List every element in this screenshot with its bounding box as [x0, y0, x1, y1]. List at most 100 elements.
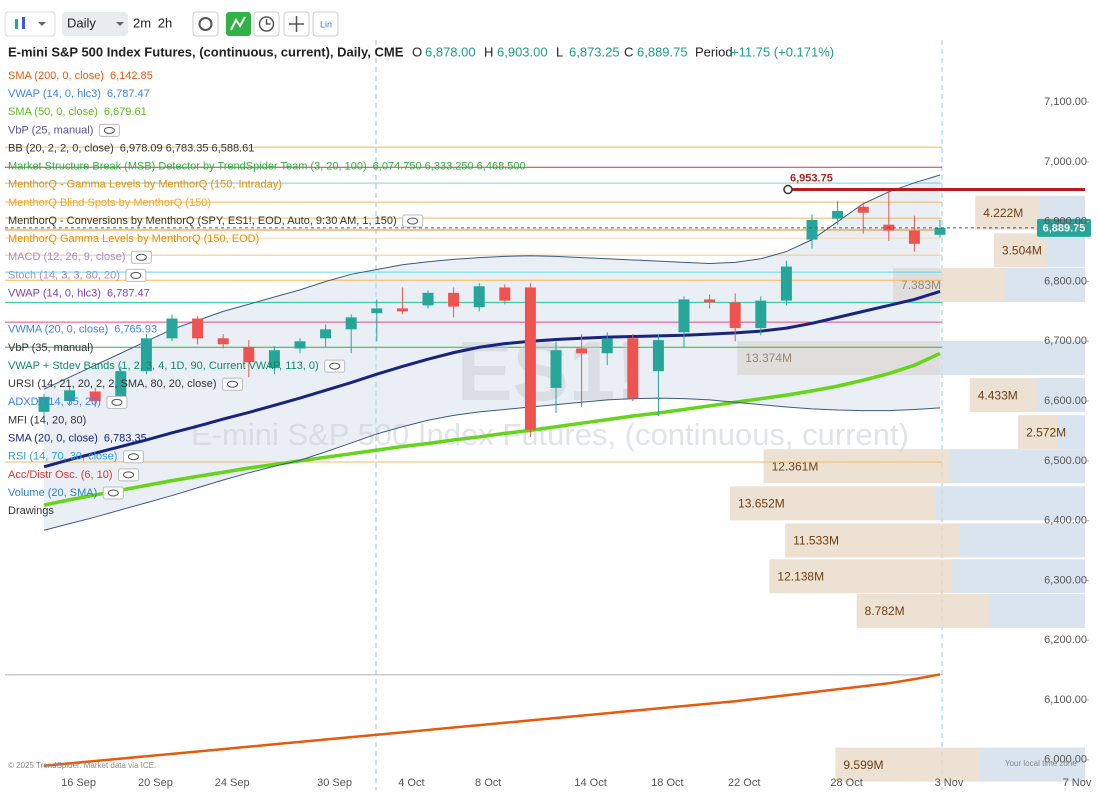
x-tick-label: 28 Oct [830, 777, 862, 789]
candle-body [729, 302, 741, 329]
profile-label: 12.138M [777, 569, 824, 583]
icon [107, 489, 119, 497]
legend-value: 6,765.93 [114, 324, 157, 336]
visibility-toggle[interactable] [324, 359, 346, 373]
visibility-toggle[interactable] [130, 250, 152, 264]
candle-body [857, 206, 869, 213]
legend-label: MenthorQ - Conversions by MenthorQ (SPY,… [8, 215, 397, 227]
candle-body [396, 308, 408, 312]
legend-label: Drawings [8, 505, 54, 517]
candle-body [524, 287, 536, 430]
x-tick-label: 30 Sep [317, 777, 352, 789]
candle-body [832, 210, 844, 219]
visibility-toggle[interactable] [102, 486, 124, 500]
profile-label: 13.652M [738, 496, 785, 510]
candle-body [243, 347, 255, 363]
x-tick-label: 24 Sep [215, 777, 250, 789]
visibility-toggle[interactable] [106, 395, 128, 409]
candle-body [422, 292, 434, 306]
candle-body [345, 317, 357, 330]
visibility-toggle[interactable] [402, 214, 424, 228]
interval-select[interactable] [62, 12, 128, 36]
legend-label: Volume (20, SMA) [8, 487, 97, 499]
visibility-toggle[interactable] [98, 123, 120, 137]
y-tick-label: 6,400.00 [1044, 515, 1087, 527]
candle-body [448, 292, 460, 307]
legend-label: VWAP (14, 0, hlc3) [8, 88, 101, 100]
marker-handle [783, 184, 793, 195]
visibility-toggle[interactable] [222, 377, 243, 391]
profile-label: 7.383M [901, 278, 941, 292]
watermark-name: E-mini S&P 500 Index Futures, (continuou… [191, 417, 909, 452]
settings-button[interactable] [192, 11, 219, 37]
legend-label: Acc/Distr Osc. (6, 10) [8, 469, 113, 481]
legend-value: 6,142.85 [110, 70, 153, 82]
interval-button[interactable] [154, 12, 176, 36]
chart-type-button[interactable] [4, 11, 56, 37]
profile-label: 12.361M [772, 459, 819, 473]
legend-label: MFI (14, 20, 80) [8, 414, 86, 426]
legend-label: MenthorQ Gamma Levels by MenthorQ (150, … [8, 233, 259, 245]
ohlc-key: L [556, 44, 563, 59]
y-tick-label: 7,000.00 [1044, 156, 1087, 168]
y-tick-label: 6,700.00 [1044, 335, 1087, 347]
candle-body [268, 350, 280, 369]
icon [407, 217, 419, 225]
y-tick-label: 6,900.00 [1044, 216, 1087, 228]
candle-body [704, 299, 716, 303]
candle-body [38, 396, 50, 412]
legend-value: 6,787.47 [107, 88, 150, 100]
visibility-toggle[interactable] [118, 468, 140, 482]
candle-body [371, 308, 383, 314]
toolbar: Daily 2m 2h Lin [4, 11, 339, 37]
y-tick-label: 6,000.00 [1044, 754, 1087, 766]
candle-body [755, 300, 767, 329]
overlay-line [43, 397, 941, 531]
legend-value: 6,074.750 6,333.250 6,468.500 [373, 161, 526, 173]
ohlc-value: 6,903.00 [497, 44, 548, 59]
candle-body [652, 340, 664, 372]
symbol-title: E-mini S&P 500 Index Futures, (continuou… [8, 44, 404, 59]
legend-value: 6,783.35 [104, 433, 147, 445]
legend-label: VWAP + Stdev Bands (1, 2, 3, 4, 1D, 90, … [8, 360, 319, 372]
candle-body [115, 371, 127, 402]
legend-label: Stoch (14, 3, 3, 80, 20) [8, 269, 120, 281]
candle-body [678, 299, 690, 333]
icon [258, 16, 275, 32]
ohlc-key: H [484, 44, 493, 59]
legend-value: 6,978.09 6,783.35 6,588.61 [120, 142, 255, 154]
interval-button-label: 2m [133, 15, 151, 30]
overlay-line [43, 673, 941, 768]
visibility-toggle[interactable] [122, 450, 144, 464]
profile-label: 9.599M [843, 758, 883, 772]
profile-bar [769, 559, 1085, 594]
profile-bar [763, 449, 1085, 484]
ohlc-key: C [624, 44, 633, 59]
icon [289, 16, 304, 32]
period-label: Period [695, 44, 733, 59]
profile-bar [730, 486, 1085, 521]
y-tick-label: 7,100.00 [1044, 96, 1087, 108]
legend-label: SMA (50, 0, close) [8, 106, 98, 118]
interval-button[interactable] [130, 12, 154, 36]
visibility-toggle[interactable] [125, 268, 147, 282]
candle-body [320, 329, 332, 339]
candle-body [806, 219, 818, 240]
overlay-line [43, 290, 941, 469]
indicator-legend: SMA (200, 0, close) 6,142.85 VWAP (14, 0, … [8, 70, 526, 517]
legend-label: VWMA (20, 0, close) [8, 324, 108, 336]
band-fill [44, 174, 940, 531]
scale-button[interactable] [312, 11, 339, 37]
legend-label: SMA (200, 0, close) [8, 70, 104, 82]
price-tag-label: 6,889.75 [1043, 223, 1086, 235]
icon [103, 126, 115, 134]
overlay-line [43, 351, 941, 507]
candle-body [473, 286, 485, 308]
x-tick-label: 7 Nov [1063, 777, 1092, 789]
timezone: Your local time zone [1005, 759, 1077, 768]
candle-body [908, 230, 920, 244]
y-tick-label: 6,100.00 [1044, 694, 1087, 706]
candle-body [934, 227, 946, 235]
